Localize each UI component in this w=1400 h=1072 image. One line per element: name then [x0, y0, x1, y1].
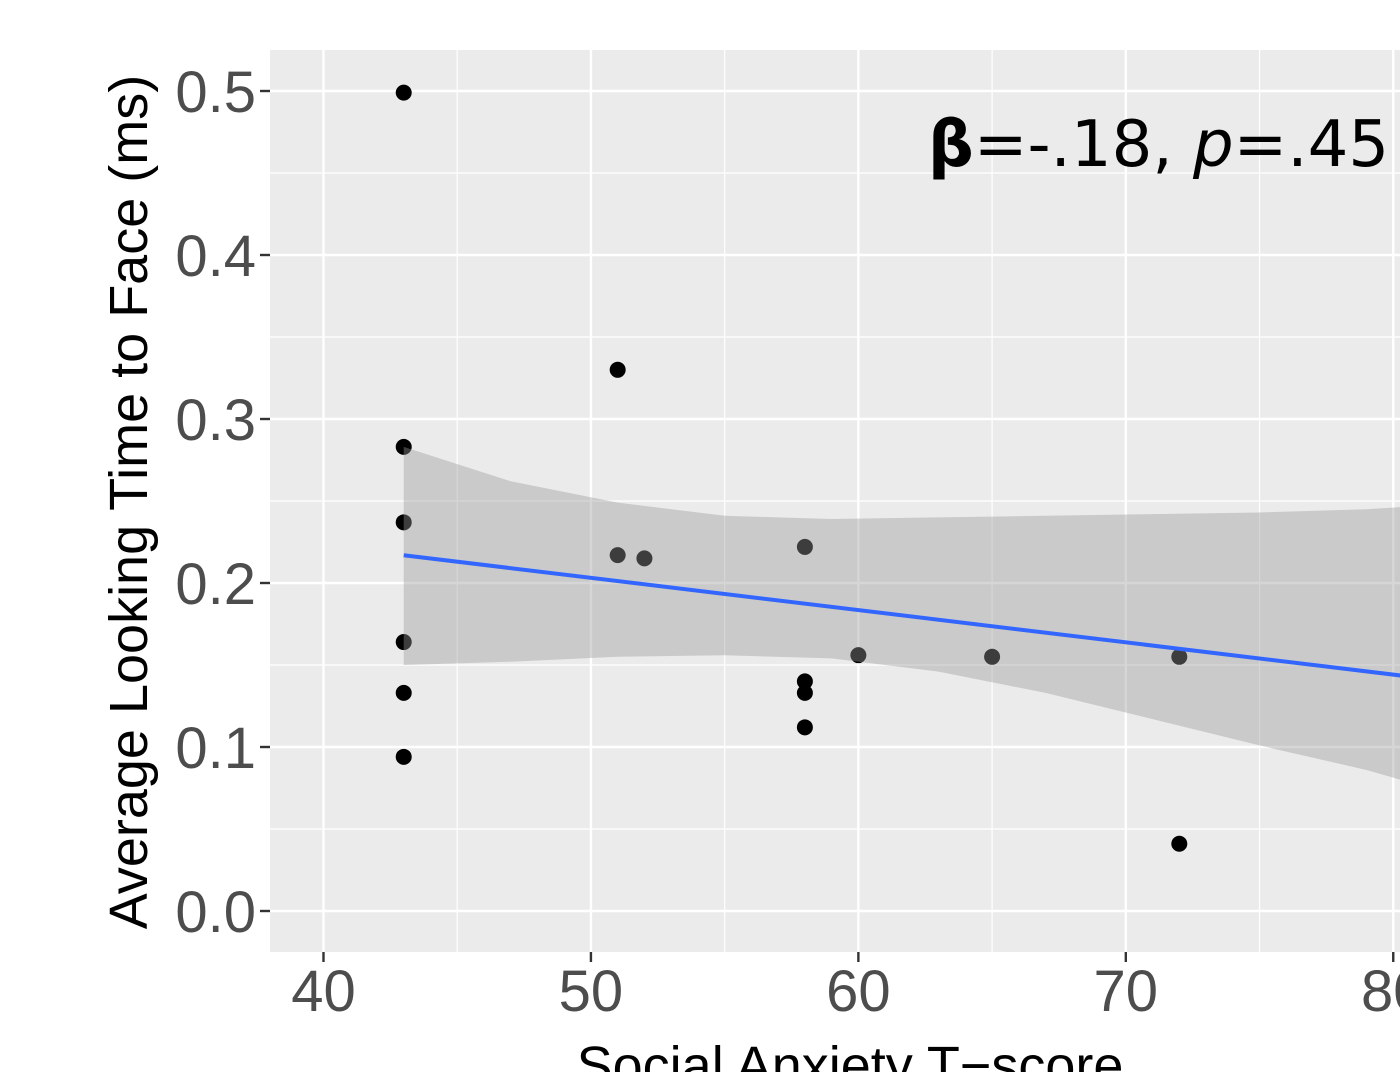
- minor-gridlines: [270, 50, 1400, 952]
- y-axis-ticks: 0.0 0.1 0.2 0.3 0.4 0.5: [175, 60, 270, 945]
- data-point: [395, 748, 412, 765]
- data-point: [609, 547, 626, 564]
- confidence-band-layer: [403, 446, 1400, 780]
- data-point: [395, 514, 412, 531]
- y-tick-label: 0.0: [175, 880, 256, 945]
- data-point: [395, 438, 412, 455]
- annotation-beta-symbol: β: [928, 108, 974, 182]
- data-point: [395, 84, 412, 101]
- x-tick-label: 50: [559, 959, 624, 1024]
- data-point: [984, 648, 1001, 665]
- major-gridlines: [270, 50, 1400, 952]
- data-point: [796, 684, 813, 701]
- annotation-beta-value: =-.18,: [974, 108, 1193, 182]
- data-point: [1171, 648, 1188, 665]
- y-tick-label: 0.2: [175, 552, 256, 617]
- data-point: [395, 684, 412, 701]
- data-point: [850, 647, 867, 664]
- y-tick-label: 0.4: [175, 224, 256, 289]
- confidence-band: [403, 446, 1400, 780]
- annotation-stats: β=-.18, p=.45: [928, 108, 1389, 182]
- data-points-layer: [395, 84, 1188, 852]
- data-point: [796, 719, 813, 736]
- x-tick-label: 60: [826, 959, 891, 1024]
- y-tick-label: 0.5: [175, 60, 256, 125]
- data-point: [796, 673, 813, 690]
- x-axis-title: Social Anxiety T−score: [577, 1036, 1124, 1072]
- y-tick-label: 0.3: [175, 388, 256, 453]
- y-axis-title: Average Looking Time to Face (ms): [99, 75, 159, 929]
- data-point: [636, 550, 653, 567]
- regression-line: [403, 553, 1400, 678]
- x-axis-ticks: 40 50 60 70 80: [291, 952, 1400, 1024]
- x-tick-label: 40: [291, 959, 356, 1024]
- annotation-p-symbol: p: [1192, 108, 1234, 182]
- data-point: [796, 538, 813, 555]
- y-tick-label: 0.1: [175, 716, 256, 781]
- annotation-p-value: =.45: [1234, 108, 1389, 182]
- data-point: [609, 361, 626, 378]
- data-point: [1171, 835, 1188, 852]
- x-tick-label: 80: [1361, 959, 1400, 1024]
- x-tick-label: 70: [1094, 959, 1159, 1024]
- data-point: [395, 634, 412, 651]
- regression-line-layer: [403, 553, 1400, 678]
